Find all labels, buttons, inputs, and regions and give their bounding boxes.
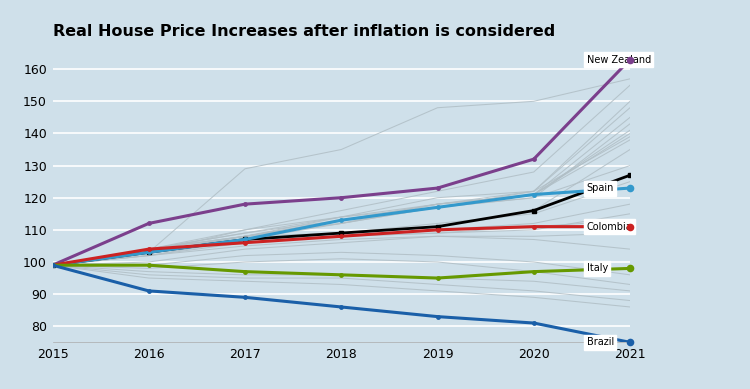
Text: Spain: Spain [586, 183, 614, 193]
Text: Colombia: Colombia [586, 222, 632, 231]
Text: New Zealand: New Zealand [586, 54, 651, 65]
Text: Real House Price Increases after inflation is considered: Real House Price Increases after inflati… [53, 24, 555, 39]
Text: Brazil: Brazil [586, 337, 614, 347]
Text: Italy: Italy [586, 263, 608, 273]
